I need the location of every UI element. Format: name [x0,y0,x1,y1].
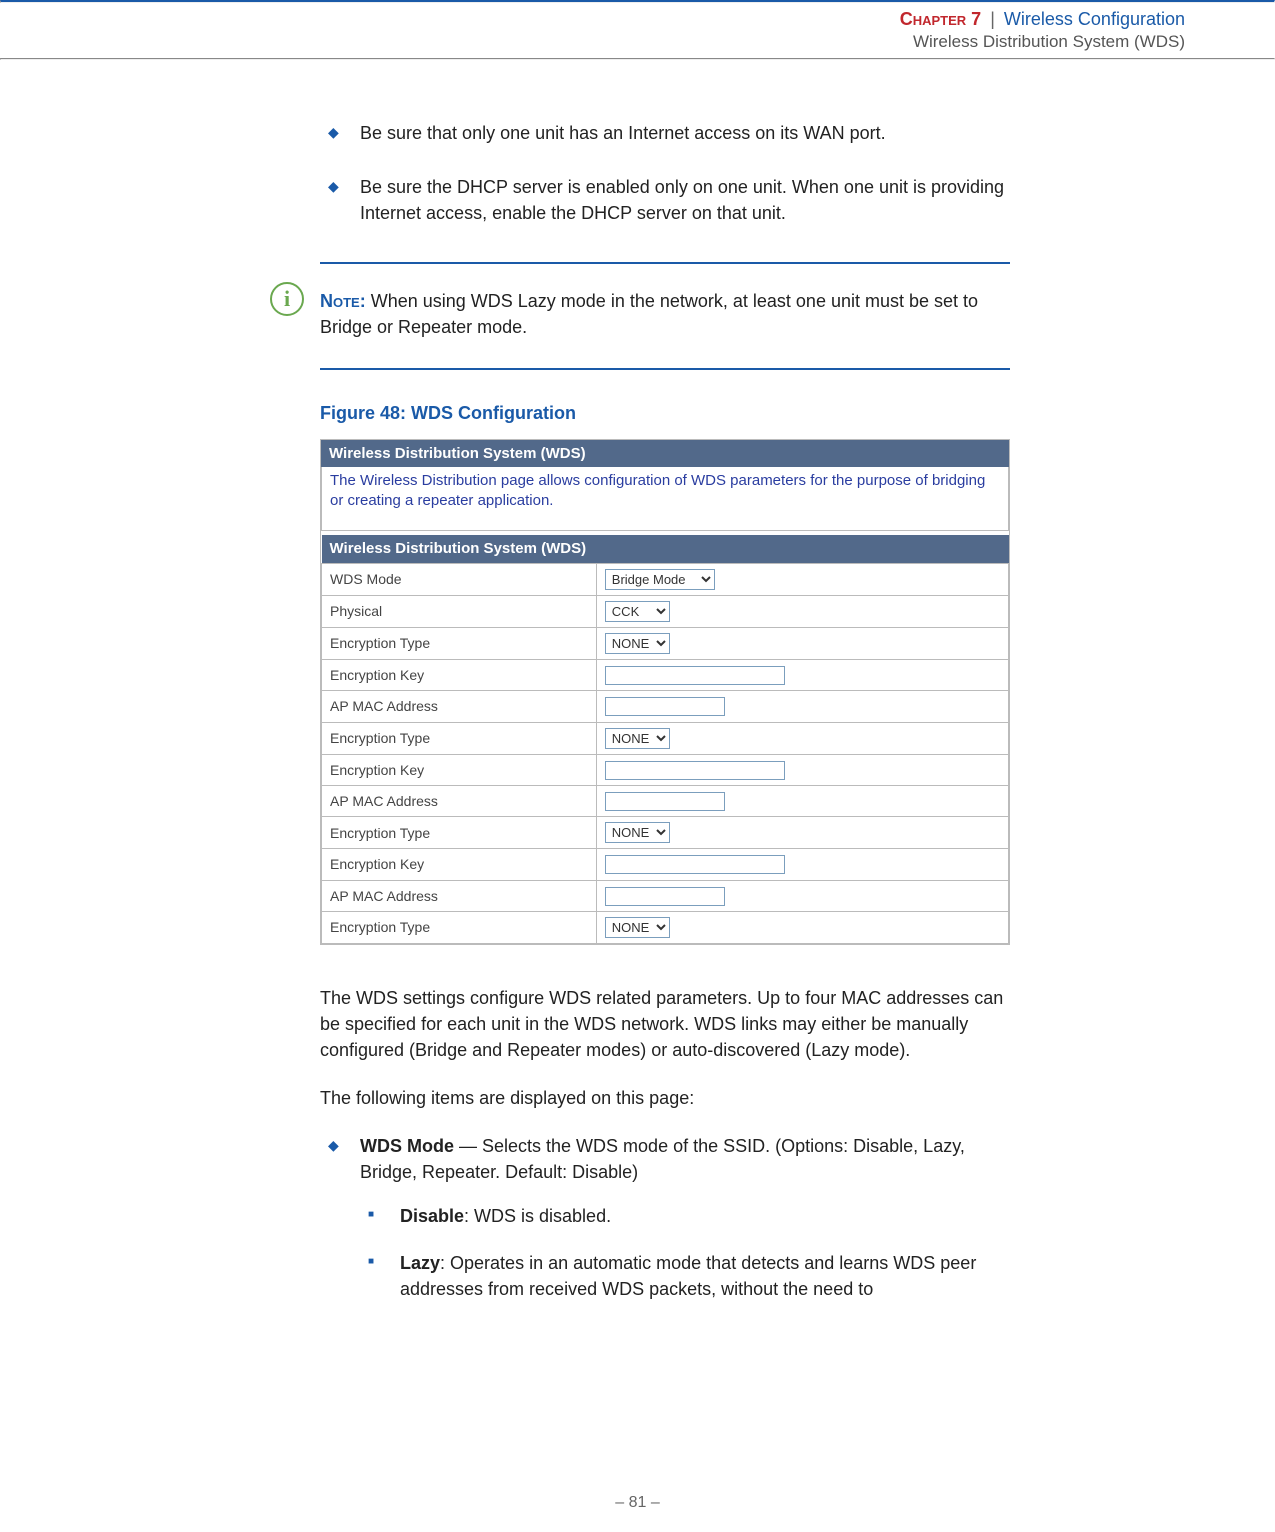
form-row-label: Encryption Type [322,628,597,660]
intro-bullets: Be sure that only one unit has an Intern… [320,120,1010,226]
form-text-input[interactable] [605,792,725,811]
form-select[interactable]: NONE [605,822,670,843]
form-select[interactable]: CCK [605,601,670,622]
form-row: Encryption Key [322,754,1009,785]
form-row-label: Physical [322,596,597,628]
header-separator: | [990,9,995,29]
item-label: WDS Mode [360,1136,454,1156]
form-select[interactable]: NONE [605,728,670,749]
form-row-control-cell [596,785,1008,816]
form-row-control-cell: NONE [596,911,1008,943]
header-title: Wireless Configuration [1004,9,1185,29]
page: Chapter 7 | Wireless Configuration Wirel… [0,0,1275,1532]
panel-top-header: Wireless Distribution System (WDS) [321,440,1009,468]
form-row-label: WDS Mode [322,564,597,596]
sub-item-list: Disable: WDS is disabled. Lazy: Operates… [360,1203,1010,1301]
sub-item-label: Disable [400,1206,464,1226]
figure-caption: Figure 48: WDS Configuration [320,400,1010,426]
content-area: Be sure that only one unit has an Intern… [320,120,1010,1302]
form-select[interactable]: NONE [605,633,670,654]
form-row-control-cell [596,691,1008,722]
form-row-label: Encryption Type [322,817,597,849]
form-row: Encryption Type NONE [322,722,1009,754]
form-text-input[interactable] [605,761,785,780]
form-row: AP MAC Address [322,691,1009,722]
form-row-label: Encryption Key [322,849,597,880]
item-description-list: WDS Mode — Selects the WDS mode of the S… [320,1133,1010,1301]
form-row: WDS Mode Bridge Mode [322,564,1009,596]
bullet-item: Be sure that only one unit has an Intern… [320,120,1010,146]
form-text-input[interactable] [605,855,785,874]
form-select[interactable]: NONE [605,917,670,938]
form-row: Encryption Type NONE [322,628,1009,660]
body-paragraph: The WDS settings configure WDS related p… [320,985,1010,1063]
sub-item-text: : WDS is disabled. [464,1206,611,1226]
header-rule-bottom [0,58,1275,60]
form-row: AP MAC Address [322,785,1009,816]
form-row-label: AP MAC Address [322,691,597,722]
page-number: – 81 – [615,1494,659,1511]
form-row: Encryption Type NONE [322,911,1009,943]
form-row-control-cell: Bridge Mode [596,564,1008,596]
form-row: Encryption Key [322,849,1009,880]
form-row-control-cell: NONE [596,817,1008,849]
page-header: Chapter 7 | Wireless Configuration Wirel… [0,3,1275,58]
info-icon: i [270,282,304,316]
form-select[interactable]: Bridge Mode [605,569,715,590]
panel-section-header: Wireless Distribution System (WDS) [322,535,1009,563]
form-row: AP MAC Address [322,880,1009,911]
header-subtitle: Wireless Distribution System (WDS) [0,32,1185,52]
note-label: Note: [320,291,366,311]
form-row-label: AP MAC Address [322,785,597,816]
wds-screenshot: Wireless Distribution System (WDS) The W… [320,439,1010,945]
sub-item: Disable: WDS is disabled. [360,1203,1010,1229]
form-row-control-cell [596,849,1008,880]
sub-item-text: : Operates in an automatic mode that det… [400,1253,976,1299]
form-row-control-cell: NONE [596,722,1008,754]
sub-item: Lazy: Operates in an automatic mode that… [360,1250,1010,1302]
form-row: Encryption Key [322,660,1009,691]
form-row-label: Encryption Key [322,660,597,691]
chapter-label: Chapter 7 [900,9,981,29]
desc-item: WDS Mode — Selects the WDS mode of the S… [320,1133,1010,1301]
form-text-input[interactable] [605,697,725,716]
form-text-input[interactable] [605,666,785,685]
form-row-label: AP MAC Address [322,880,597,911]
form-row: Physical CCK [322,596,1009,628]
body-paragraph: The following items are displayed on thi… [320,1085,1010,1111]
form-row-label: Encryption Type [322,911,597,943]
form-row-control-cell: CCK [596,596,1008,628]
form-row-label: Encryption Type [322,722,597,754]
form-row-label: Encryption Key [322,754,597,785]
form-row-control-cell [596,660,1008,691]
wds-form-table: Wireless Distribution System (WDS) WDS M… [321,535,1009,944]
form-row: Encryption Type NONE [322,817,1009,849]
note-text: When using WDS Lazy mode in the network,… [320,291,978,337]
form-row-control-cell [596,880,1008,911]
bullet-item: Be sure the DHCP server is enabled only … [320,174,1010,226]
form-text-input[interactable] [605,887,725,906]
sub-item-label: Lazy [400,1253,440,1273]
page-footer: – 81 – [0,1494,1275,1512]
panel-description: The Wireless Distribution page allows co… [321,467,1009,531]
form-row-control-cell [596,754,1008,785]
note-block: i Note: When using WDS Lazy mode in the … [320,262,1010,370]
form-row-control-cell: NONE [596,628,1008,660]
